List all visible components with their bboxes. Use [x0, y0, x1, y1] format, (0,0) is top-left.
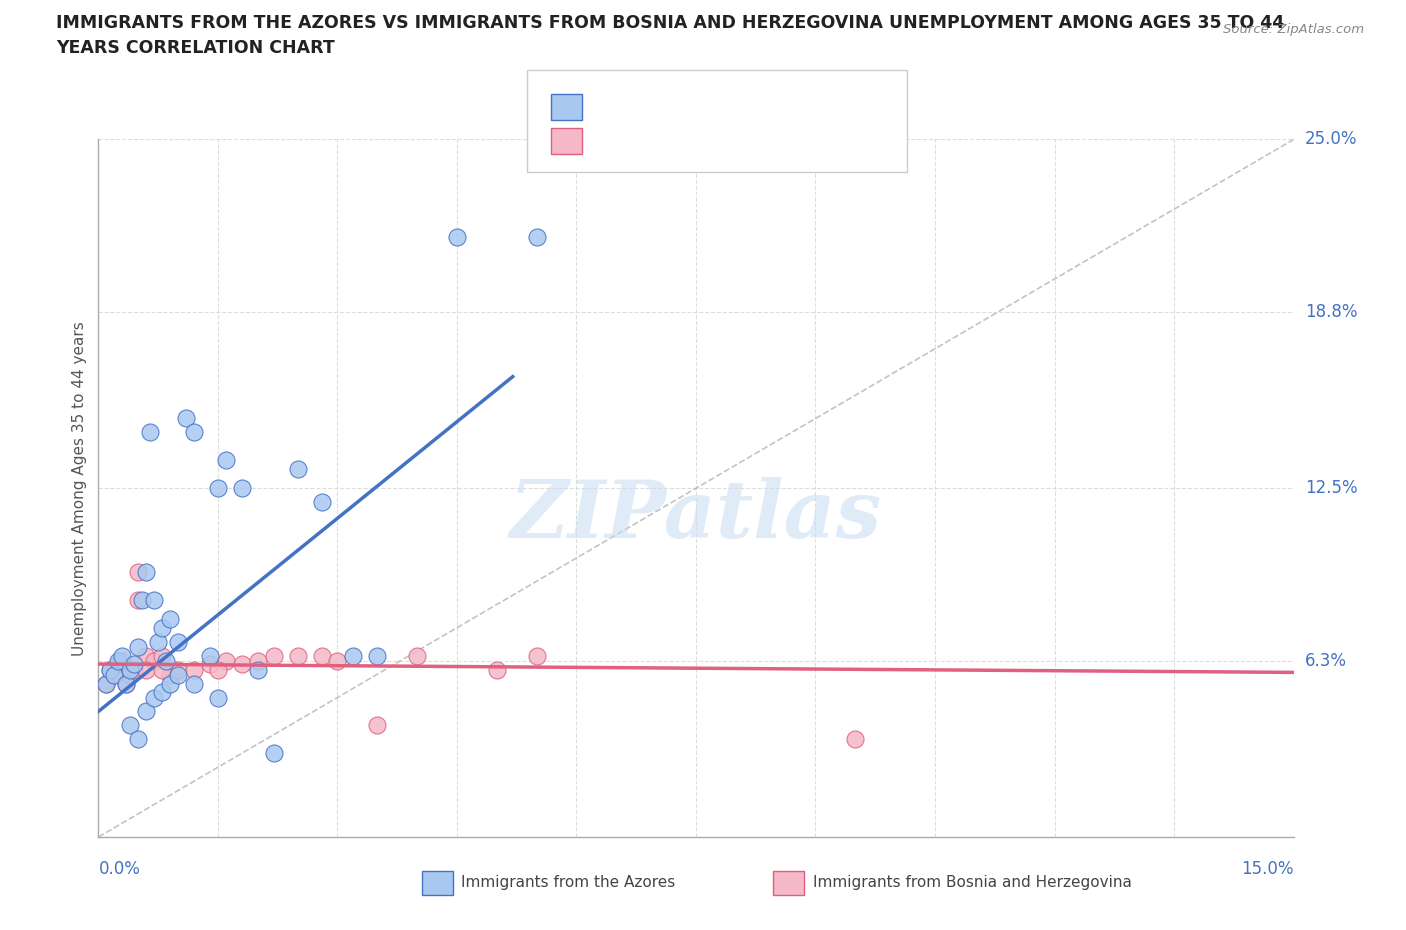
Point: [246, 662, 269, 677]
Point: [246, 654, 269, 669]
Point: [159, 668, 181, 683]
Point: [366, 718, 388, 733]
Point: [231, 481, 253, 496]
Text: 6.3%: 6.3%: [1305, 652, 1347, 671]
Point: [127, 640, 149, 655]
Point: [183, 425, 205, 440]
Point: [96, 676, 118, 691]
Point: [120, 668, 142, 683]
Text: R =: R =: [593, 95, 628, 110]
Text: Immigrants from the Azores: Immigrants from the Azores: [461, 875, 675, 890]
Point: [342, 648, 364, 663]
Point: [107, 657, 129, 671]
Point: [263, 746, 285, 761]
Point: [207, 662, 229, 677]
Text: 15.0%: 15.0%: [1241, 860, 1294, 878]
Point: [207, 690, 229, 705]
Point: [139, 425, 162, 440]
Point: [844, 732, 866, 747]
Point: [120, 662, 142, 677]
Text: 41: 41: [748, 95, 770, 110]
Point: [198, 657, 221, 671]
Y-axis label: Unemployment Among Ages 35 to 44 years: Unemployment Among Ages 35 to 44 years: [72, 321, 87, 656]
Point: [287, 461, 309, 476]
Text: 18.8%: 18.8%: [1305, 303, 1357, 322]
Point: [115, 676, 138, 691]
Point: [127, 732, 149, 747]
Text: N =: N =: [709, 95, 745, 110]
Text: R =: R =: [593, 129, 628, 144]
Point: [183, 662, 205, 677]
Point: [311, 648, 333, 663]
Text: 0.0%: 0.0%: [98, 860, 141, 878]
Text: N =: N =: [709, 129, 745, 144]
Point: [150, 648, 173, 663]
Point: [143, 592, 166, 607]
Point: [120, 718, 142, 733]
Point: [159, 676, 181, 691]
Point: [98, 662, 122, 677]
Point: [150, 684, 173, 699]
Point: [446, 230, 468, 245]
Point: [124, 657, 146, 671]
Point: [231, 657, 253, 671]
Point: [148, 634, 170, 649]
Point: [215, 654, 238, 669]
Point: [526, 648, 548, 663]
Point: [115, 676, 138, 691]
Point: [135, 565, 157, 579]
Point: [287, 648, 309, 663]
Point: [174, 411, 197, 426]
Point: [485, 662, 508, 677]
Point: [155, 654, 177, 669]
Point: [167, 668, 190, 683]
Point: [127, 565, 149, 579]
Point: [135, 662, 157, 677]
Text: 12.5%: 12.5%: [1305, 479, 1357, 498]
Text: -0.009: -0.009: [633, 129, 690, 144]
Text: 0.461: 0.461: [633, 95, 689, 110]
Text: Source: ZipAtlas.com: Source: ZipAtlas.com: [1223, 23, 1364, 36]
Point: [198, 648, 221, 663]
Text: 25.0%: 25.0%: [1305, 130, 1357, 149]
Point: [263, 648, 285, 663]
Point: [207, 481, 229, 496]
Point: [143, 654, 166, 669]
Point: [96, 676, 118, 691]
Point: [215, 453, 238, 468]
Text: Immigrants from Bosnia and Herzegovina: Immigrants from Bosnia and Herzegovina: [813, 875, 1132, 890]
Point: [406, 648, 429, 663]
Point: [127, 592, 149, 607]
Text: YEARS CORRELATION CHART: YEARS CORRELATION CHART: [56, 39, 335, 57]
Point: [183, 676, 205, 691]
Point: [326, 654, 349, 669]
Point: [159, 612, 181, 627]
Point: [135, 648, 157, 663]
Text: ZIPatlas: ZIPatlas: [510, 477, 882, 555]
Point: [124, 662, 146, 677]
Point: [167, 634, 190, 649]
Point: [111, 654, 134, 669]
Point: [150, 662, 173, 677]
Point: [135, 704, 157, 719]
Point: [103, 668, 125, 683]
Point: [107, 654, 129, 669]
Point: [167, 662, 190, 677]
Point: [98, 662, 122, 677]
Point: [131, 592, 153, 607]
Text: IMMIGRANTS FROM THE AZORES VS IMMIGRANTS FROM BOSNIA AND HERZEGOVINA UNEMPLOYMEN: IMMIGRANTS FROM THE AZORES VS IMMIGRANTS…: [56, 14, 1285, 32]
Text: 32: 32: [748, 129, 770, 144]
Point: [526, 230, 548, 245]
Point: [111, 648, 134, 663]
Point: [366, 648, 388, 663]
Point: [150, 620, 173, 635]
Point: [311, 495, 333, 510]
Point: [103, 668, 125, 683]
Point: [143, 690, 166, 705]
